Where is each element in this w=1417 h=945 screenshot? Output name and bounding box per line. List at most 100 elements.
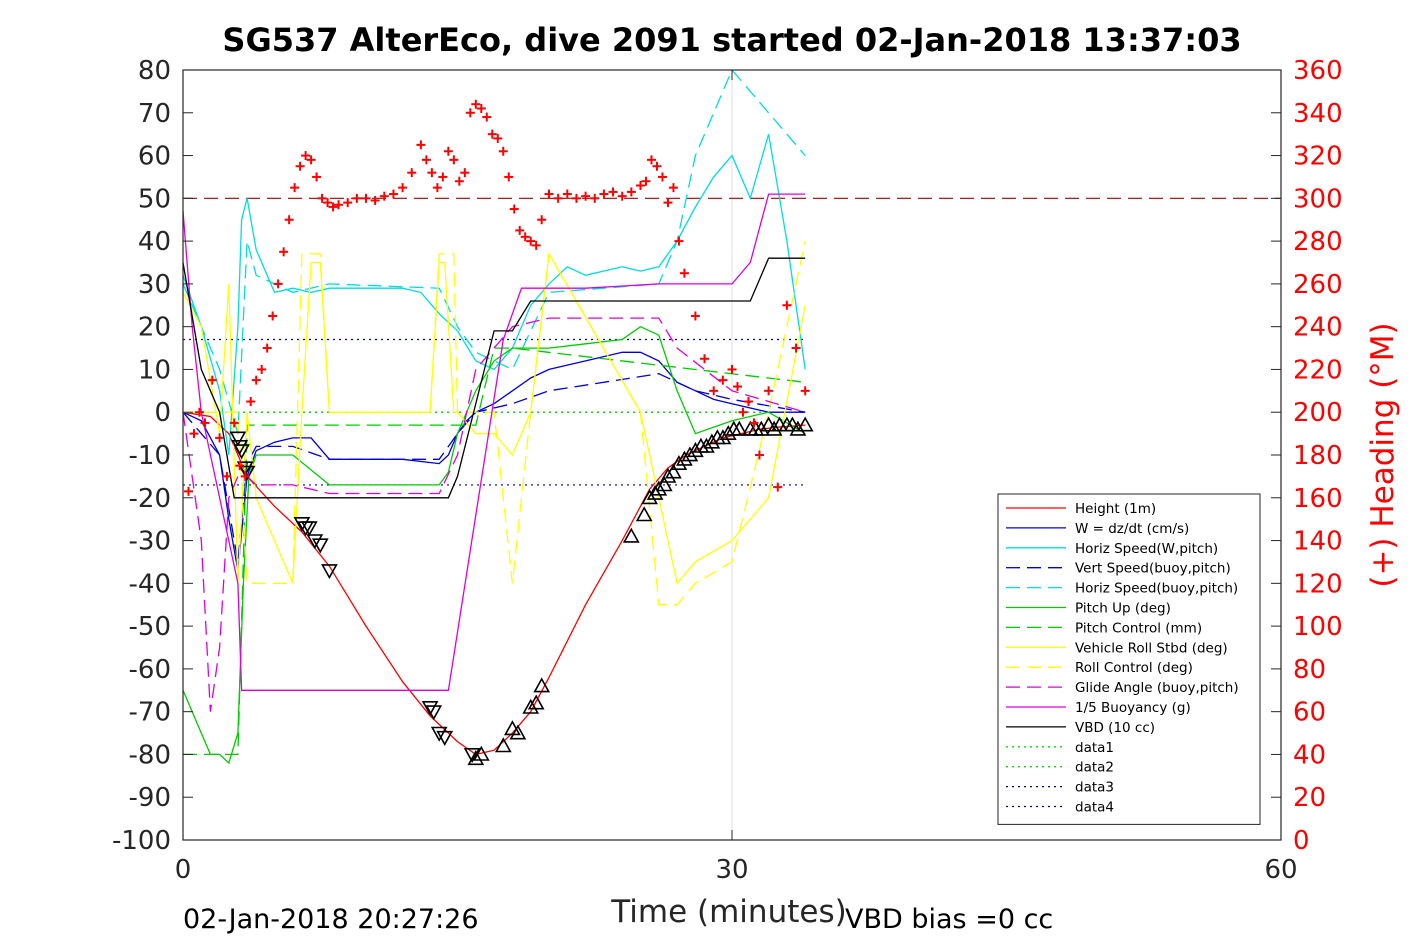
heading-point [646, 155, 656, 165]
glider-marker [719, 424, 737, 441]
heading-point [183, 486, 193, 496]
glider-marker [527, 694, 545, 710]
y-tick-label: 20 [138, 313, 171, 343]
heading-point [312, 172, 322, 182]
glider-marker [430, 726, 448, 742]
y2-tick-label: 160 [1293, 484, 1343, 514]
legend-label: Vert Speed(buoy,pitch) [1075, 561, 1231, 577]
heading-point [465, 108, 475, 118]
legend-label: Pitch Up (deg) [1075, 601, 1171, 617]
y-tick-label: -90 [129, 783, 171, 813]
heading-point [471, 99, 481, 109]
heading-point [215, 433, 225, 443]
heading-point [498, 146, 508, 156]
legend-entry: Height (1m) [1006, 501, 1156, 517]
legend-entry: Glide Angle (buoy,pitch) [1006, 680, 1239, 696]
series-line-9 [182, 317, 806, 712]
glider-marker [509, 724, 527, 740]
legend-entry: Vehicle Roll Stbd (deg) [1006, 640, 1228, 656]
series-line-3 [182, 373, 806, 563]
heading-point [323, 198, 333, 208]
heading-point [800, 386, 810, 396]
y-tick-label: 10 [138, 355, 171, 385]
heading-point [388, 189, 398, 199]
y-tick-label: -70 [129, 698, 171, 728]
glider-marker [321, 564, 338, 580]
heading-point [421, 155, 431, 165]
heading-point [754, 450, 764, 460]
heading-point [207, 375, 217, 385]
legend-label: Roll Control (deg) [1075, 660, 1193, 676]
glider-marker [670, 454, 688, 471]
y-tick-label: -30 [129, 527, 171, 557]
heading-point [284, 215, 294, 225]
heading-point [460, 168, 470, 178]
legend-label: data2 [1075, 760, 1114, 776]
legend-entry: Pitch Control (mm) [1006, 620, 1202, 636]
heading-point [773, 482, 783, 492]
y2-tick-label: 300 [1293, 184, 1343, 214]
heading-point [718, 375, 728, 385]
heading-point [370, 195, 380, 205]
y2-tick-label: 280 [1293, 227, 1343, 257]
footer-vbd-bias: VBD bias =0 cc [845, 904, 1053, 935]
legend-box [997, 493, 1261, 825]
heading-point [273, 279, 283, 289]
heading-point [537, 215, 547, 225]
heading-point [246, 397, 256, 407]
legend-label: Height (1m) [1075, 501, 1156, 517]
glider-marker [659, 467, 677, 483]
chart-title: SG537 AlterEco, dive 2091 started 02-Jan… [222, 21, 1241, 59]
glider-marker [635, 506, 653, 522]
y2-tick-label: 180 [1293, 441, 1343, 471]
heading-point [782, 300, 792, 310]
heading-point [668, 183, 678, 193]
y-tick-label: 60 [138, 142, 171, 172]
glider-marker [655, 476, 673, 492]
heading-point [352, 193, 362, 203]
heading-point [526, 236, 536, 246]
y2-tick-label: 0 [1293, 826, 1310, 856]
y-tick-label: 80 [138, 56, 171, 86]
y2-axis-label: (+) Heading (°M) [1365, 322, 1401, 587]
heading-point [515, 225, 525, 235]
heading-point [454, 176, 464, 186]
y2-tick-label: 340 [1293, 99, 1343, 129]
glider-marker [233, 444, 250, 460]
x-tick-label: 60 [1264, 855, 1297, 885]
y-tick-label: -60 [129, 655, 171, 685]
heading-point [438, 172, 448, 182]
y-tick-label: 50 [138, 184, 171, 214]
glider-markers [229, 416, 814, 766]
heading-point [608, 187, 618, 197]
legend-entry: data2 [1006, 760, 1114, 776]
heading-point [398, 183, 408, 193]
series-line-2 [182, 134, 806, 456]
heading-point [416, 140, 426, 150]
legend-label: Horiz Speed(buoy,pitch) [1075, 581, 1238, 597]
glider-marker [472, 745, 490, 761]
glider-marker [687, 442, 704, 458]
heading-point [636, 181, 645, 190]
x-tick-label: 30 [715, 855, 748, 885]
legend-entry: Horiz Speed(buoy,pitch) [1006, 581, 1238, 597]
x-axis-label: Time (minutes) [610, 894, 846, 930]
heading-point [229, 418, 239, 428]
heading-point [641, 176, 651, 186]
legend-entry: W = dz/dt (cm/s) [1006, 521, 1189, 537]
legend-label: 1/5 Buoyancy (g) [1075, 700, 1191, 716]
heading-point [674, 236, 684, 246]
glider-marker [789, 420, 807, 436]
heading-point [599, 189, 609, 199]
series-line-5 [182, 325, 806, 765]
heading-point [487, 129, 497, 139]
heading-point [290, 183, 300, 193]
glider-marker [494, 737, 512, 753]
y2-tick-label: 100 [1293, 612, 1343, 642]
heading-point [222, 471, 232, 481]
heading-point [509, 204, 519, 214]
legend-label: data4 [1075, 800, 1114, 816]
glider-marker [293, 516, 311, 533]
